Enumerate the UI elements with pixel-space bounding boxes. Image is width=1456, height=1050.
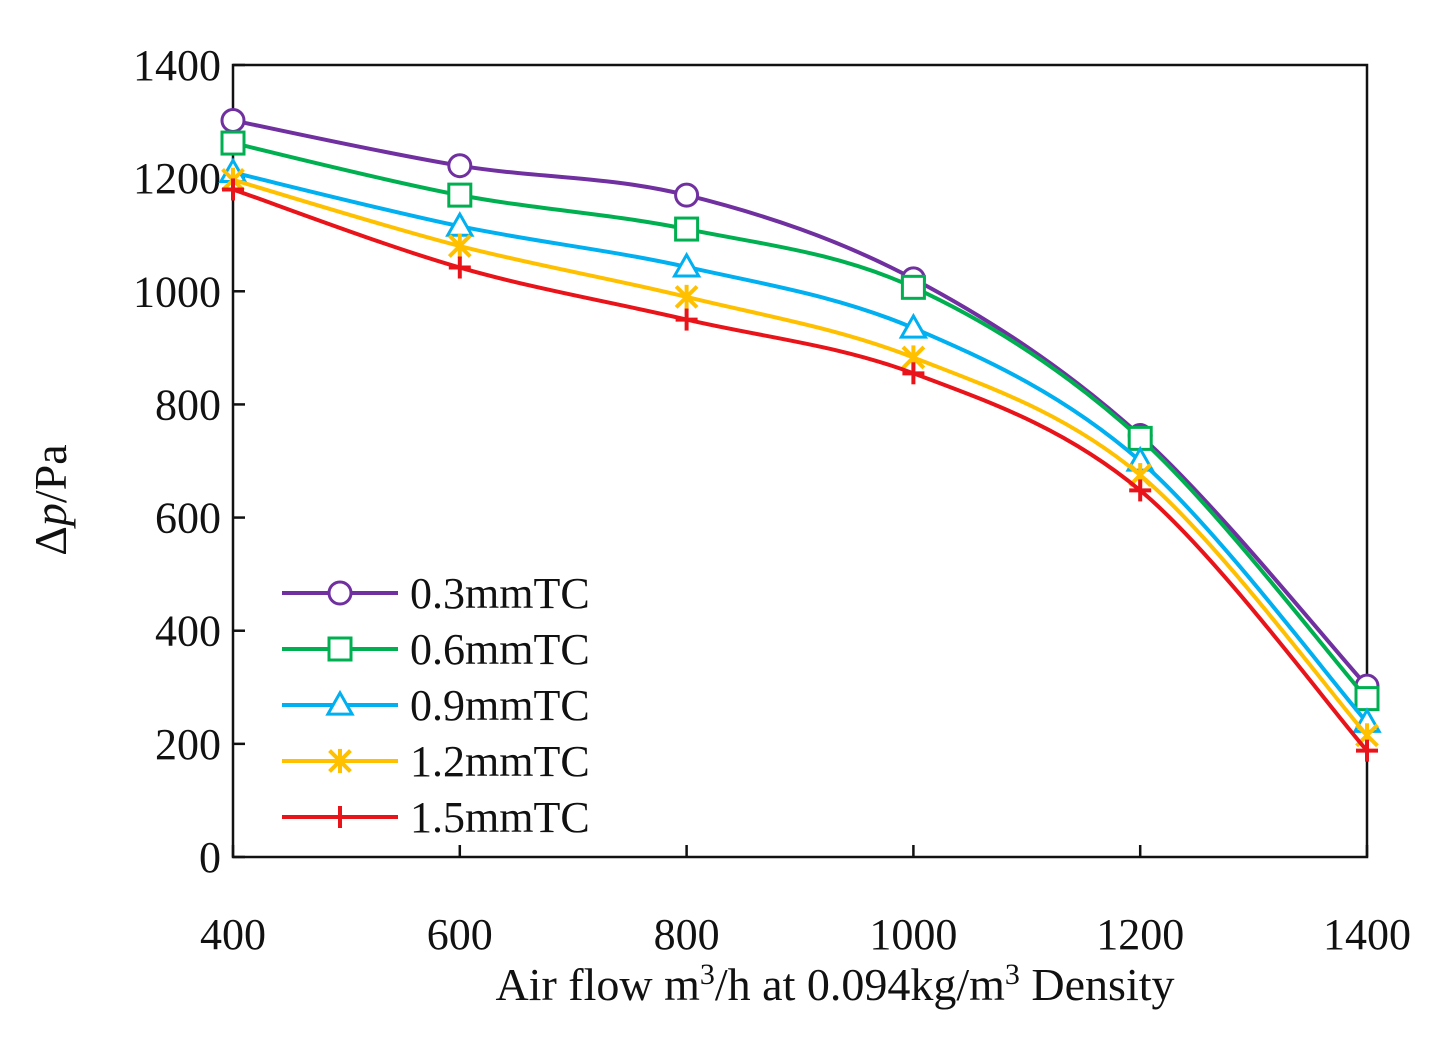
legend-label: 1.5mmTC bbox=[410, 793, 590, 842]
data-point-plus bbox=[675, 308, 698, 331]
data-point-square bbox=[1354, 686, 1380, 712]
legend-marker-circle bbox=[327, 580, 353, 606]
legend-label: 0.3mmTC bbox=[410, 569, 590, 618]
series-1.5mmTC bbox=[222, 178, 1378, 762]
data-point-circle bbox=[674, 182, 700, 208]
x-tick-label: 1200 bbox=[1096, 910, 1184, 959]
y-tick-label: 800 bbox=[155, 380, 221, 429]
data-point-plus bbox=[1129, 479, 1152, 502]
series-line bbox=[231, 177, 1369, 738]
series-1.2mmTC bbox=[221, 167, 1379, 748]
x-axis-title-sup1: 3 bbox=[700, 958, 715, 991]
legend-marker-plus bbox=[329, 806, 351, 828]
y-tick-label: 0 bbox=[199, 833, 221, 882]
legend-marker-triangle bbox=[325, 689, 355, 716]
x-tick-label: 600 bbox=[427, 910, 493, 959]
legend-entry: 0.3mmTC bbox=[282, 569, 590, 618]
series-line bbox=[231, 187, 1369, 753]
x-axis-title-part2: /h at 0.094kg/m bbox=[715, 959, 1005, 1010]
x-tick-label: 800 bbox=[654, 910, 720, 959]
x-tick-label: 400 bbox=[200, 910, 266, 959]
y-tick-label: 1200 bbox=[133, 154, 221, 203]
data-point-asterisk bbox=[674, 284, 699, 310]
legend-marker-square bbox=[327, 636, 353, 662]
y-tick-label: 1000 bbox=[133, 267, 221, 316]
data-point-square bbox=[447, 182, 473, 208]
y-axis-title-unit: /Pa bbox=[25, 444, 76, 503]
series-line bbox=[231, 118, 1369, 689]
data-point-square bbox=[674, 216, 700, 242]
data-point-circle bbox=[447, 153, 473, 179]
data-point-plus bbox=[902, 362, 925, 385]
legend-label: 1.2mmTC bbox=[410, 737, 590, 786]
data-point-plus bbox=[222, 178, 244, 201]
y-tick-label: 1400 bbox=[133, 41, 221, 90]
data-point-triangle bbox=[671, 251, 702, 278]
data-point-square bbox=[220, 130, 246, 156]
axes-layer: 0 200 400 600 800 1000 1200 1400 400 600 800 1000 12… bbox=[133, 41, 1411, 959]
series-0.3mmTC bbox=[220, 107, 1380, 699]
data-point-plus bbox=[448, 256, 471, 279]
plot-frame bbox=[231, 63, 1369, 859]
y-axis-title-p: p bbox=[25, 503, 76, 529]
series-line bbox=[231, 170, 1369, 725]
legend: 0.3mmTC 0.6mmTC 0.9mmTC 1.2mmTC 1.5mmTC bbox=[282, 569, 590, 842]
x-tick-label: 1000 bbox=[869, 910, 957, 959]
y-tick-label: 200 bbox=[155, 720, 221, 769]
legend-entry: 1.5mmTC bbox=[282, 793, 590, 842]
legend-label: 0.9mmTC bbox=[410, 681, 590, 730]
data-point-plus bbox=[1356, 739, 1378, 762]
data-point-triangle bbox=[898, 312, 929, 339]
x-axis-title-sup2: 3 bbox=[1005, 958, 1020, 991]
y-axis-title: Δp/Pa bbox=[25, 444, 76, 555]
x-axis-title: Air flow m3/h at 0.094kg/m3 Density bbox=[495, 958, 1174, 1011]
y-tick-label: 600 bbox=[155, 494, 221, 543]
legend-entry: 0.9mmTC bbox=[282, 681, 590, 730]
legend-entry: 1.2mmTC bbox=[282, 737, 590, 786]
legend-label: 0.6mmTC bbox=[410, 625, 590, 674]
data-point-asterisk bbox=[447, 233, 472, 259]
legend-marker-asterisk bbox=[328, 748, 352, 774]
x-tick-label: 1400 bbox=[1323, 910, 1411, 959]
y-tick-label: 400 bbox=[155, 607, 221, 656]
data-point-square bbox=[900, 274, 926, 300]
series-layer bbox=[218, 107, 1382, 762]
data-point-circle bbox=[220, 107, 246, 133]
series-line bbox=[231, 141, 1369, 701]
legend-entry: 0.6mmTC bbox=[282, 625, 590, 674]
x-axis-title-part1: Air flow m bbox=[495, 959, 700, 1010]
y-axis-title-delta: Δ bbox=[25, 526, 76, 556]
series-0.6mmTC bbox=[220, 130, 1380, 712]
x-axis-title-part3: Density bbox=[1020, 959, 1175, 1010]
